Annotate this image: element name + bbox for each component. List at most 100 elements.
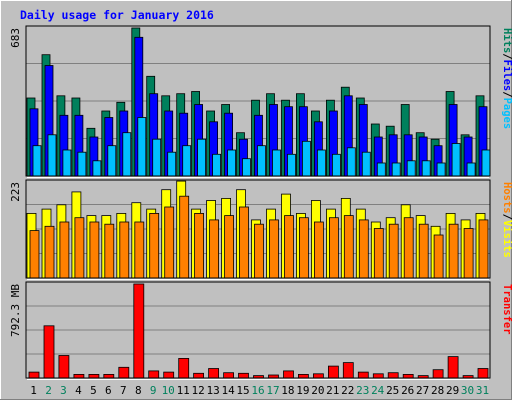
- bar-hosts-day-24: [373, 228, 384, 279]
- bar-hosts-day-16: [254, 223, 264, 279]
- bar-transfer-day-11: [178, 357, 190, 379]
- bar-hosts-day-30: [463, 228, 474, 279]
- x-tick-label: 11: [177, 384, 190, 397]
- x-tick-label: 1: [30, 384, 37, 397]
- bar-transfer-day-19: [297, 373, 309, 379]
- bar-hosts-day-31: [478, 219, 489, 279]
- bar-pages-day-28: [436, 162, 446, 177]
- x-tick-label: 21: [326, 384, 339, 397]
- bar-transfer-day-22: [342, 362, 354, 379]
- bar-hosts-day-23: [358, 219, 369, 279]
- bar-hosts-day-1: [29, 230, 40, 279]
- bar-transfer-day-18: [283, 370, 294, 379]
- x-tick-label: 7: [120, 384, 127, 397]
- x-tick-label: 15: [236, 384, 249, 397]
- bar-hosts-day-4: [74, 217, 85, 279]
- bar-pages-day-2: [47, 134, 57, 177]
- bar-hosts-day-28: [433, 234, 444, 279]
- bar-pages-day-8: [137, 117, 147, 177]
- bar-hosts-day-14: [224, 215, 235, 279]
- plot-frame: [25, 179, 491, 279]
- scale-label: 223: [9, 182, 22, 202]
- bar-transfer-day-31: [477, 368, 489, 379]
- bar-transfer-day-26: [402, 373, 414, 379]
- bar-hosts-day-17: [269, 219, 279, 279]
- bar-transfer-day-12: [193, 372, 205, 379]
- legend: Transfer: [501, 284, 512, 335]
- bar-pages-day-31: [481, 149, 491, 177]
- x-tick-label: 30: [461, 384, 474, 397]
- bar-transfer-day-9: [148, 370, 160, 379]
- scale-label: 683: [9, 28, 22, 48]
- legend-item: /: [501, 91, 512, 97]
- legend-item: Visits: [501, 220, 512, 258]
- bar-pages-day-19: [301, 140, 311, 177]
- bar-hosts-day-13: [209, 219, 220, 279]
- bar-transfer-day-7: [118, 366, 130, 379]
- bar-hosts-day-12: [194, 212, 205, 279]
- bar-hosts-day-21: [328, 217, 339, 279]
- plot-frame: [25, 25, 491, 177]
- x-tick-label: 26: [401, 384, 414, 397]
- bar-hosts-day-25: [388, 223, 399, 279]
- bar-pages-day-1: [32, 145, 42, 177]
- legend-item: /: [501, 53, 512, 59]
- bar-transfer-day-2: [43, 325, 55, 379]
- x-tick-label: 3: [60, 384, 67, 397]
- x-tick-label: 4: [75, 384, 82, 397]
- legend-item: Hits: [501, 28, 512, 53]
- x-tick-label: 22: [341, 384, 354, 397]
- bar-hosts-day-2: [44, 225, 55, 279]
- x-tick-label: 6: [105, 384, 112, 397]
- bar-pages-day-17: [272, 149, 281, 177]
- bar-hosts-day-19: [298, 217, 309, 279]
- x-tick-label: 10: [162, 384, 175, 397]
- plot-frame: [25, 281, 491, 379]
- legend-item: Transfer: [501, 284, 512, 335]
- bar-transfer-day-5: [88, 373, 100, 379]
- bar-hosts-day-10: [164, 206, 175, 279]
- bar-transfer-day-8: [133, 283, 145, 379]
- x-tick-label: 16: [251, 384, 264, 397]
- bar-hosts-day-7: [119, 221, 130, 279]
- bar-hosts-day-8: [134, 221, 145, 279]
- x-tick-label: 14: [221, 384, 235, 397]
- bar-pages-day-12: [197, 138, 207, 177]
- bar-pages-day-4: [77, 151, 87, 177]
- bar-transfer-day-23: [357, 371, 369, 379]
- bar-transfer-day-4: [73, 373, 85, 379]
- bar-pages-day-18: [287, 153, 296, 177]
- bar-transfer-day-21: [327, 365, 339, 379]
- bar-pages-day-30: [466, 162, 476, 177]
- panel-hits-files-pages: 683 Hits/Files/Pages: [9, 25, 512, 178]
- x-tick-label: 20: [311, 384, 324, 397]
- x-axis-labels: 1 2 3 4 5 6 7 8 9 10 11 12 13 14 15 16 17 18 19 20 21 22 23 24 2…: [30, 384, 489, 397]
- scale-label: 792.3 MB: [9, 284, 22, 337]
- x-tick-label: 25: [386, 384, 399, 397]
- x-tick-label: 28: [431, 384, 444, 397]
- bar-hosts-day-22: [343, 215, 354, 279]
- bar-transfer-day-10: [163, 371, 175, 379]
- bar-hosts-day-5: [89, 221, 100, 279]
- bar-pages-day-9: [152, 138, 162, 177]
- bar-hosts-day-6: [104, 223, 115, 279]
- bar-transfer-day-15: [238, 372, 249, 379]
- x-tick-label: 5: [90, 384, 97, 397]
- chart-title: Daily usage for January 2016: [20, 8, 214, 22]
- bar-pages-day-10: [167, 151, 177, 177]
- panel-transfer: 792.3 MB Transfer: [9, 281, 512, 380]
- bar-pages-day-13: [212, 153, 222, 177]
- bar-pages-day-29: [451, 143, 461, 177]
- bar-pages-day-16: [257, 145, 266, 177]
- legend-item: Hosts: [501, 182, 512, 214]
- x-tick-label: 8: [135, 384, 142, 397]
- bar-pages-day-3: [62, 149, 72, 177]
- bar-hosts-day-29: [448, 223, 459, 279]
- bar-pages-day-15: [242, 158, 251, 177]
- bar-transfer-day-24: [372, 373, 384, 379]
- bar-hosts-day-27: [418, 223, 429, 279]
- bar-pages-day-6: [107, 145, 117, 177]
- bar-pages-day-27: [421, 160, 431, 177]
